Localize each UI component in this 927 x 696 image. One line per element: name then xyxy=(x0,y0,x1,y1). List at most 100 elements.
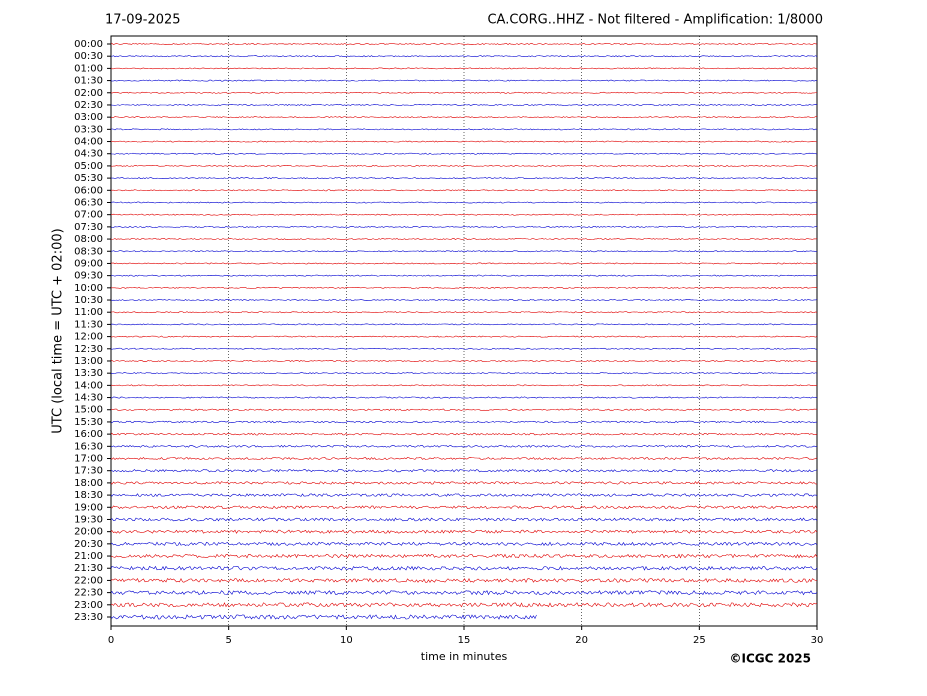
y-tick-label: 02:30 xyxy=(74,100,103,111)
trace xyxy=(110,104,818,106)
trace xyxy=(110,274,818,277)
y-tick-label: 00:00 xyxy=(74,39,103,50)
y-tick-label: 05:30 xyxy=(74,173,103,184)
x-tick-label: 5 xyxy=(225,635,231,646)
y-tick-label: 16:30 xyxy=(74,441,103,452)
trace xyxy=(110,128,818,131)
y-tick-label: 15:00 xyxy=(74,405,103,416)
y-tick-label: 06:30 xyxy=(74,197,103,208)
trace xyxy=(110,177,818,180)
y-tick-label: 21:30 xyxy=(74,563,103,574)
trace xyxy=(110,164,818,167)
y-tick-label: 13:30 xyxy=(74,368,103,379)
x-tick-label: 25 xyxy=(693,635,706,646)
y-tick-label: 03:00 xyxy=(74,112,103,123)
y-tick-label: 10:30 xyxy=(74,295,103,306)
y-tick-label: 23:00 xyxy=(74,600,103,611)
trace xyxy=(110,250,818,253)
y-tick-label: 03:30 xyxy=(74,124,103,135)
y-tick-label: 13:00 xyxy=(74,356,103,367)
y-tick-label: 07:00 xyxy=(74,210,103,221)
trace xyxy=(110,420,818,424)
trace xyxy=(110,469,818,473)
trace xyxy=(110,262,818,265)
y-tick-label: 05:00 xyxy=(74,161,103,172)
trace xyxy=(110,43,818,45)
trace xyxy=(110,384,818,387)
trace xyxy=(110,408,818,411)
x-tick-label: 10 xyxy=(340,635,353,646)
y-tick-label: 10:00 xyxy=(74,283,103,294)
trace xyxy=(110,444,818,448)
y-tick-label: 06:00 xyxy=(74,185,103,196)
trace xyxy=(110,311,818,314)
x-tick-label: 15 xyxy=(458,635,471,646)
trace xyxy=(110,55,818,58)
trace xyxy=(110,286,818,289)
y-tick-label: 12:30 xyxy=(74,344,103,355)
y-tick-label: 12:00 xyxy=(74,332,103,343)
trace xyxy=(110,299,818,301)
trace xyxy=(110,553,818,559)
trace xyxy=(110,505,818,510)
trace xyxy=(110,67,818,70)
x-tick-label: 30 xyxy=(811,635,824,646)
y-tick-label: 21:00 xyxy=(74,551,103,562)
y-tick-label: 08:00 xyxy=(74,234,103,245)
trace xyxy=(110,79,818,82)
y-tick-label: 22:30 xyxy=(74,588,103,599)
trace xyxy=(110,481,818,485)
trace xyxy=(110,347,818,350)
y-tick-label: 18:30 xyxy=(74,490,103,501)
trace xyxy=(110,590,818,596)
trace xyxy=(110,614,537,620)
y-tick-label: 11:00 xyxy=(74,307,103,318)
trace xyxy=(110,225,818,228)
y-tick-label: 02:00 xyxy=(74,88,103,99)
trace xyxy=(110,189,818,192)
trace xyxy=(110,152,818,155)
trace xyxy=(110,541,818,547)
x-tick-label: 0 xyxy=(108,635,114,646)
trace xyxy=(110,372,818,375)
trace xyxy=(110,602,818,608)
trace xyxy=(110,201,818,204)
y-tick-label: 07:30 xyxy=(74,222,103,233)
y-tick-label: 00:30 xyxy=(74,51,103,62)
trace xyxy=(110,213,818,216)
y-tick-label: 14:30 xyxy=(74,393,103,404)
trace xyxy=(110,577,818,584)
credit: ©ICGC 2025 xyxy=(729,652,811,666)
y-tick-label: 20:00 xyxy=(74,527,103,538)
y-tick-label: 09:30 xyxy=(74,271,103,282)
trace xyxy=(110,335,818,338)
trace xyxy=(110,238,818,241)
y-tick-label: 04:00 xyxy=(74,137,103,148)
chart-title: CA.CORG..HHZ - Not filtered - Amplificat… xyxy=(487,13,823,28)
trace xyxy=(110,91,818,94)
y-tick-label: 04:30 xyxy=(74,149,103,160)
y-axis-label: UTC (local time = UTC + 02:00) xyxy=(51,228,66,433)
trace xyxy=(110,456,818,461)
trace xyxy=(110,360,818,362)
y-tick-label: 14:00 xyxy=(74,380,103,391)
y-tick-label: 19:30 xyxy=(74,514,103,525)
y-tick-label: 17:30 xyxy=(74,466,103,477)
trace xyxy=(110,493,818,497)
x-axis-label: time in minutes xyxy=(421,650,508,663)
y-tick-label: 15:30 xyxy=(74,417,103,428)
y-tick-label: 18:00 xyxy=(74,478,103,489)
y-tick-label: 23:30 xyxy=(74,612,103,623)
y-tick-label: 01:30 xyxy=(74,76,103,87)
trace xyxy=(110,323,818,326)
y-tick-label: 08:30 xyxy=(74,246,103,257)
trace xyxy=(110,140,818,143)
trace xyxy=(110,116,818,119)
trace xyxy=(110,565,818,571)
y-tick-label: 16:00 xyxy=(74,429,103,440)
trace xyxy=(110,529,818,534)
trace xyxy=(110,432,818,436)
y-tick-label: 11:30 xyxy=(74,319,103,330)
y-tick-label: 19:00 xyxy=(74,502,103,513)
